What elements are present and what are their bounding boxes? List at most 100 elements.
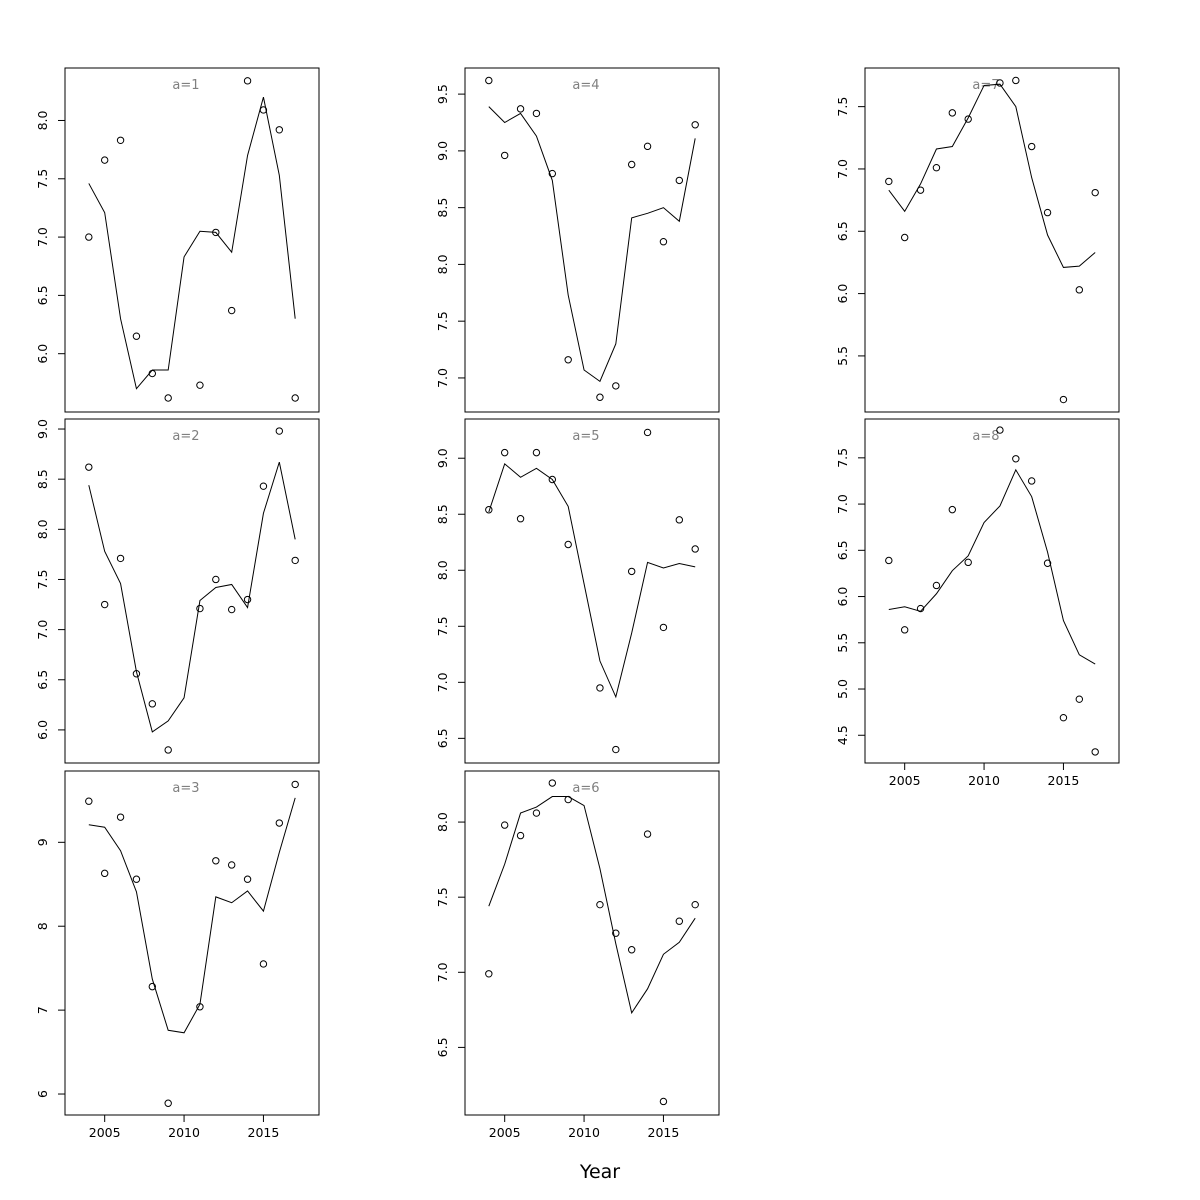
data-point <box>243 875 252 883</box>
data-point <box>132 875 141 883</box>
panel-grid: a=1 6.0 6.5 7.0 7.5 8.0 a=2 6.0 6.5 7.0 7.5 8.0 8.5 9… <box>35 67 1120 1140</box>
y-tick-label: 8.0 <box>435 812 450 832</box>
y-tick-label: 6.5 <box>435 1037 450 1057</box>
data-point <box>964 558 972 567</box>
data-point <box>100 869 109 878</box>
x-tick-label: 2005 <box>89 1125 121 1140</box>
fit-line <box>888 468 1096 665</box>
data-point <box>548 475 557 484</box>
data-point <box>1091 188 1099 197</box>
data-point <box>227 861 236 869</box>
y-tick-label: 7.5 <box>435 616 450 636</box>
data-point <box>196 1003 204 1011</box>
panel-frame <box>864 418 1120 764</box>
y-tick-label: 7.0 <box>435 672 450 692</box>
panel-title: a=8 <box>972 429 999 444</box>
y-tick-label: 8.5 <box>35 469 50 489</box>
y-tick-label: 9.0 <box>35 419 50 439</box>
data-point <box>291 556 299 565</box>
data-point <box>212 857 220 865</box>
data-point <box>948 505 957 514</box>
fit-line <box>88 461 296 733</box>
data-point <box>259 482 268 490</box>
x-tick-label: 2005 <box>889 773 921 788</box>
y-tick-label: 7 <box>35 1006 50 1014</box>
data-point <box>691 900 699 909</box>
y-tick-label: 6.0 <box>835 284 850 304</box>
panel-title: a=5 <box>572 429 599 444</box>
y-tick-label: 5.5 <box>835 346 850 366</box>
y-tick-label: 7.0 <box>835 159 850 179</box>
y-tick-label: 6.0 <box>35 720 50 740</box>
panel-title: a=1 <box>172 78 199 93</box>
data-point <box>516 105 525 113</box>
data-point <box>196 604 204 613</box>
data-point <box>675 516 684 524</box>
fit-line <box>88 97 296 390</box>
data-point <box>1075 695 1084 703</box>
data-point <box>916 604 925 613</box>
y-tick-label: 6 <box>35 1090 50 1098</box>
data-point <box>485 506 493 514</box>
data-point <box>212 575 220 584</box>
panel-frame <box>64 418 320 764</box>
data-point <box>500 821 509 829</box>
data-point <box>996 79 1004 87</box>
panel-frame <box>464 770 720 1116</box>
data-point <box>885 177 893 186</box>
y-tick-label: 7.5 <box>35 169 50 189</box>
panel-frame <box>64 770 320 1116</box>
y-tick-label: 6.5 <box>435 728 450 748</box>
data-point <box>259 960 268 968</box>
data-point <box>164 1099 172 1107</box>
y-tick-label: 8.0 <box>435 254 450 274</box>
data-point <box>1012 76 1020 85</box>
panel-frame <box>64 67 320 413</box>
data-point <box>996 426 1004 434</box>
data-point <box>612 929 620 937</box>
data-point <box>148 369 157 378</box>
x-tick-label: 2015 <box>648 1125 680 1140</box>
data-point <box>516 515 525 523</box>
panel-5: a=5 6.5 7.0 7.5 8.0 8.5 9.0 <box>435 418 720 764</box>
data-point <box>227 306 236 315</box>
y-tick-label: 9 <box>35 838 50 846</box>
data-point <box>643 830 652 838</box>
data-point <box>1043 208 1052 217</box>
data-point <box>243 595 252 604</box>
fit-line <box>488 796 696 1015</box>
panel-2: a=2 6.0 6.5 7.0 7.5 8.0 8.5 9.0 <box>35 418 320 764</box>
data-point <box>627 946 636 954</box>
data-point <box>516 831 525 840</box>
data-point <box>964 115 972 123</box>
data-point <box>691 121 699 129</box>
x-tick-label: 2010 <box>168 1125 200 1140</box>
y-tick-label: 6.5 <box>35 670 50 690</box>
y-tick-label: 7.0 <box>435 368 450 388</box>
data-point <box>932 164 941 172</box>
data-point <box>916 186 925 194</box>
y-tick-label: 8.5 <box>435 504 450 524</box>
data-point <box>196 381 204 389</box>
data-point <box>116 554 125 563</box>
y-tick-label: 7.5 <box>835 97 850 117</box>
y-tick-label: 6.5 <box>35 285 50 305</box>
y-tick-label: 6.0 <box>835 587 850 607</box>
y-tick-label: 8.0 <box>35 519 50 539</box>
panel-title: a=3 <box>172 781 199 796</box>
data-point <box>243 77 252 85</box>
data-point <box>164 746 172 754</box>
data-point <box>485 76 493 85</box>
data-point <box>885 556 893 565</box>
data-point <box>100 156 109 164</box>
x-tick-label: 2015 <box>248 1125 280 1140</box>
data-point <box>612 382 620 390</box>
data-point <box>500 448 509 457</box>
data-point <box>1027 477 1036 485</box>
data-point <box>212 228 220 237</box>
panel-8: a=8 4.5 5.0 5.5 6.0 6.5 7.0 7.5 2005 2010 2015 <box>835 418 1120 788</box>
data-point <box>548 169 557 178</box>
y-tick-label: 8.5 <box>435 198 450 218</box>
panel-frame <box>464 418 720 764</box>
